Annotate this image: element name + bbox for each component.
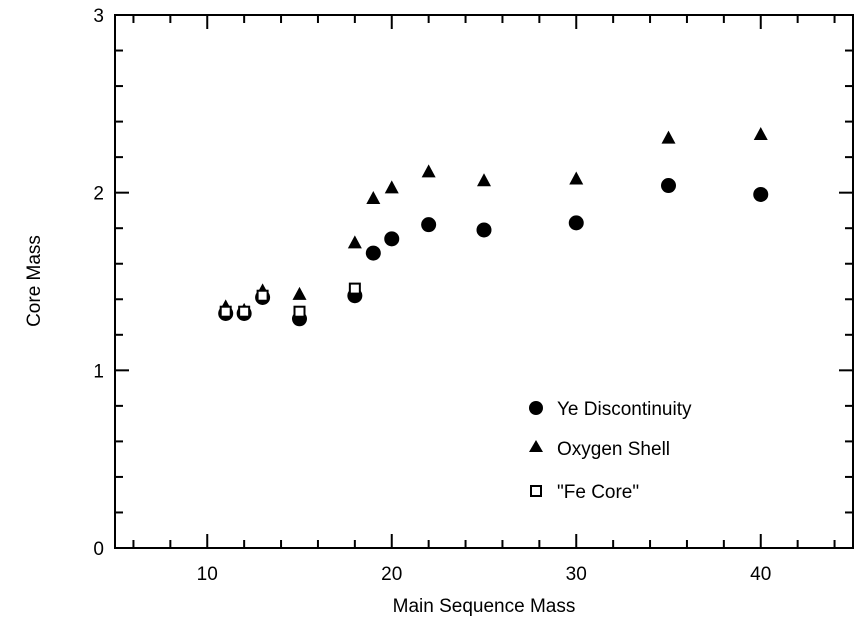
legend-item-ye-discontinuity: Ye Discontinuity (529, 399, 692, 420)
oxygen-shell-point (292, 286, 307, 300)
legend-square-marker (530, 485, 542, 497)
legend-label-oxygen-shell: Oxygen Shell (557, 439, 670, 460)
x-tick-label: 20 (381, 564, 402, 585)
x-tick-label: 10 (197, 564, 218, 585)
fe-core-point (256, 289, 269, 302)
oxygen-shell-point (421, 164, 436, 178)
oxygen-shell-point (366, 190, 381, 204)
legend-item-fe-core: "Fe Core" (530, 482, 639, 503)
fe-core-point (219, 305, 232, 318)
x-tick-label: 30 (566, 564, 587, 585)
oxygen-shell-point (347, 235, 362, 249)
y-tick-label: 0 (93, 539, 104, 560)
legend-item-oxygen-shell: Oxygen Shell (529, 439, 670, 460)
x-axis-title: Main Sequence Mass (393, 596, 576, 617)
axis-ticks (115, 15, 853, 548)
y-axis-title: Core Mass (24, 235, 45, 327)
fe-core-point (293, 305, 306, 318)
ye-discontinuity-point (365, 245, 381, 261)
legend-label-ye-discontinuity: Ye Discontinuity (557, 399, 692, 420)
y-tick-label: 2 (93, 184, 104, 205)
y-tick-label: 3 (93, 6, 104, 27)
fe-core-point (238, 305, 251, 318)
ye-discontinuity-point (421, 217, 437, 233)
ye-discontinuity-point (661, 178, 676, 194)
x-tick-label: 40 (750, 564, 771, 585)
tick-labels: 10 20 30 40 0 1 2 3 (93, 6, 771, 585)
legend-triangle-marker (529, 440, 543, 452)
oxygen-shell-point (477, 173, 491, 187)
fe-core-point (348, 282, 361, 295)
oxygen-shell-point (661, 130, 676, 144)
legend: Ye Discontinuity Oxygen Shell "Fe Core" (529, 399, 692, 503)
plot-frame (114, 14, 854, 549)
y-tick-label: 1 (93, 361, 104, 382)
legend-label-fe-core: "Fe Core" (557, 482, 639, 503)
ye-discontinuity-point (384, 231, 400, 247)
oxygen-shell-point (753, 127, 768, 141)
ye-discontinuity-point (753, 186, 769, 202)
ye-discontinuity-point (568, 215, 584, 231)
ye-discontinuity-point (476, 222, 492, 238)
legend-circle-marker (529, 401, 543, 415)
data-points (218, 127, 769, 327)
oxygen-shell-point (384, 180, 399, 194)
oxygen-shell-point (569, 171, 584, 185)
